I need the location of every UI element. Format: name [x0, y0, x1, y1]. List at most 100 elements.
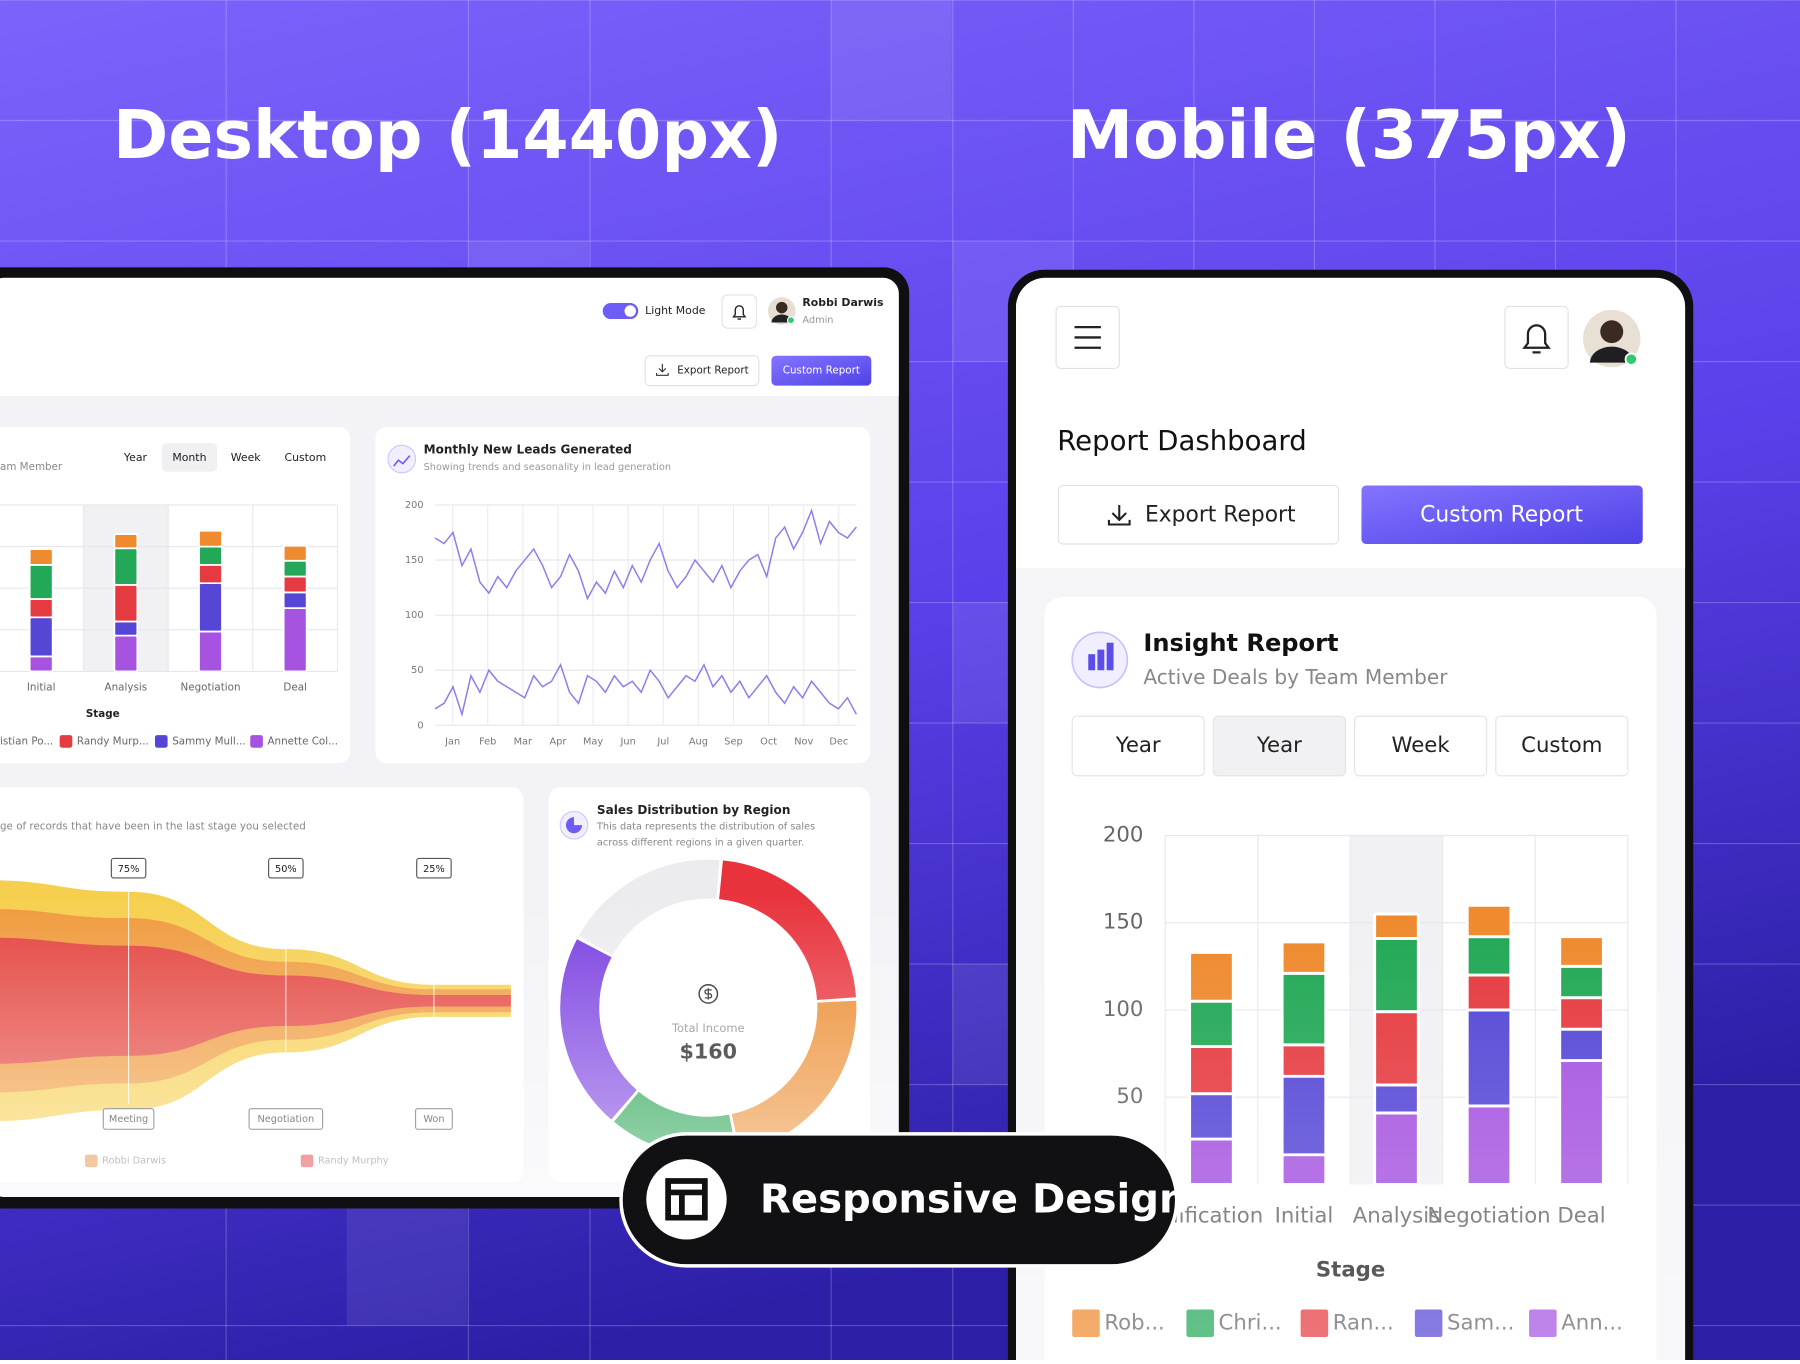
avatar-head	[776, 301, 788, 314]
tab-label[interactable]: Week	[1392, 733, 1451, 758]
status-dot	[786, 316, 795, 325]
heading: Desktop (1440px)	[113, 96, 782, 174]
card-subtitle: This data represents the distribution of…	[596, 821, 815, 832]
x-tick-label: Deal	[283, 681, 307, 693]
card-subtitle: Showing trends and seasonality in lead g…	[424, 462, 671, 473]
x-tick-label: Nov	[794, 736, 813, 747]
bar-segment	[28, 564, 54, 600]
x-tick-label: Aug	[689, 736, 708, 747]
card-subtitle: across different regions in a given quar…	[597, 837, 804, 848]
legend-label: Randy Murp...	[77, 735, 149, 747]
card-title: Monthly New Leads Generated	[424, 442, 632, 456]
bar-segment	[282, 607, 308, 673]
x-tick-label: Analysis	[105, 681, 148, 693]
avatar-head	[1600, 320, 1624, 344]
bar-segment	[198, 529, 223, 548]
header-bg	[0, 277, 899, 396]
x-tick-label: Jun	[620, 736, 636, 747]
bar-segment	[282, 575, 308, 594]
bell-icon	[1522, 324, 1551, 354]
x-tick-label: Jan	[444, 736, 460, 747]
chart-icon	[393, 455, 411, 467]
x-tick-label: Sep	[724, 736, 742, 747]
tab[interactable]: Custom	[284, 451, 326, 464]
toggle-knob	[624, 305, 636, 317]
y-tick-label: 200	[1103, 823, 1144, 848]
card-subtitle: Active Deals by Team Member	[1143, 665, 1448, 689]
bell-button[interactable]	[721, 294, 758, 329]
bar-segment	[282, 559, 308, 578]
bar-segment	[282, 591, 308, 610]
tab[interactable]: Week	[231, 451, 262, 464]
badge: Responsive Design	[619, 1132, 1188, 1268]
x-tick-label: Oct	[760, 736, 777, 747]
x-tick-label: Jul	[656, 736, 669, 747]
marker-tag	[416, 857, 452, 879]
tab-label[interactable]: Year	[1115, 733, 1161, 758]
tab-label[interactable]: Custom	[1521, 733, 1602, 758]
tab[interactable]: Year	[123, 451, 148, 464]
tab[interactable]	[1495, 715, 1629, 777]
x-tick-label: Negotiation	[181, 681, 241, 693]
x-tick-label: Mar	[514, 736, 533, 747]
heading: Mobile (375px)	[1067, 96, 1631, 174]
card-subtitle: am Member	[0, 461, 63, 473]
export-button[interactable]	[1057, 484, 1340, 545]
card-subtitle: ge of records that have been in the last…	[0, 820, 306, 832]
bar-segment	[28, 655, 54, 673]
legend-label: Annette Col...	[267, 735, 338, 747]
tab[interactable]	[1354, 715, 1488, 777]
page-title: Report Dashboard	[1057, 425, 1306, 457]
marker-label: 50%	[275, 864, 297, 875]
custom-button[interactable]	[1361, 485, 1643, 544]
x-tick-label: Dec	[829, 736, 848, 747]
legend-label: Sammy Mull...	[172, 735, 245, 747]
tab[interactable]	[1071, 715, 1205, 777]
line-series	[434, 662, 858, 718]
badge-label: Responsive Design	[760, 1177, 1188, 1223]
avatar-body	[1589, 346, 1634, 363]
button-label: Export Report	[1145, 502, 1296, 527]
tab[interactable]: Month	[172, 451, 206, 464]
user-name: Robbi Darwis	[802, 296, 883, 309]
badge-bg	[619, 1132, 1179, 1268]
tab[interactable]	[1212, 715, 1346, 777]
icon-bar	[1088, 654, 1096, 671]
x-tick-label: May	[583, 736, 603, 747]
bell-icon	[732, 305, 747, 320]
button-label: Custom Report	[783, 365, 860, 377]
desktop-screen: Light Mode Robbi Darwis Admin Export Report…	[0, 277, 899, 1198]
icon-bar	[1106, 642, 1114, 671]
avatar-body	[771, 314, 793, 323]
bar-segment	[198, 582, 223, 633]
bg-cell	[346, 1205, 468, 1326]
legend-label: istian Po...	[0, 735, 53, 747]
bar-segment	[113, 583, 139, 623]
toggle-label: Light Mode	[645, 304, 706, 317]
marker-label: 25%	[423, 864, 445, 875]
tab-active	[161, 443, 217, 472]
button-label: Custom Report	[1420, 502, 1583, 527]
export-button[interactable]	[644, 355, 760, 387]
x-tick-label: Feb	[479, 736, 496, 747]
y-tick-label: 150	[405, 555, 424, 566]
download-icon	[656, 363, 669, 376]
bell-button[interactable]	[1504, 305, 1569, 369]
y-tick-label: 200	[405, 500, 424, 511]
custom-button[interactable]	[771, 355, 872, 386]
status-dot	[1624, 352, 1638, 366]
tab-label[interactable]: Year	[1256, 733, 1302, 758]
bar-segment	[198, 545, 223, 566]
legend-swatch	[59, 735, 73, 748]
bar-segment	[113, 634, 139, 673]
bar-segment	[113, 533, 139, 550]
bar-segment	[28, 616, 54, 658]
badge-icon-bg	[646, 1159, 727, 1240]
bg-cell	[831, 0, 952, 121]
y-tick-label: 0	[417, 720, 423, 731]
card-title: Sales Distribution by Region	[597, 803, 790, 817]
pie-icon	[565, 817, 583, 834]
card-title: Insight Report	[1143, 629, 1338, 657]
